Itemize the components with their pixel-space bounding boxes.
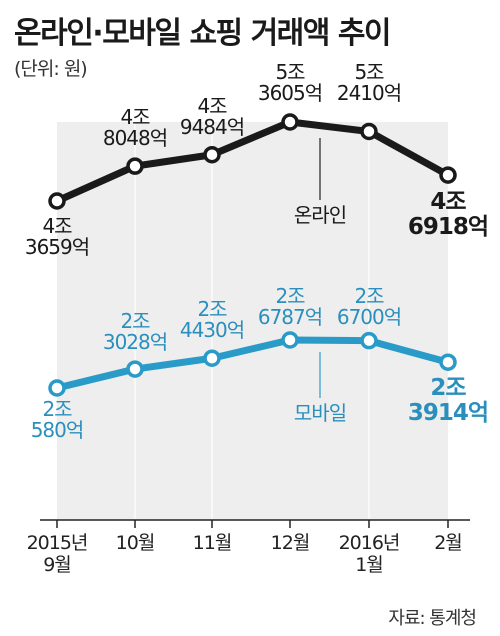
mobile-data-label: 4430억	[180, 318, 244, 342]
x-tick-label: 11월	[193, 532, 232, 554]
mobile-point	[439, 353, 457, 371]
mobile-series-name: 모바일	[294, 401, 346, 425]
online-final-label: 6918억	[408, 214, 488, 240]
chart-title: 온라인·모바일 쇼핑 거래액 추이	[14, 16, 392, 51]
mobile-data-label: 2조	[42, 397, 72, 421]
online-data-label: 3605억	[258, 81, 322, 105]
online-point	[439, 166, 457, 184]
online-point	[281, 113, 299, 131]
mobile-point	[48, 379, 66, 397]
online-data-label: 5조	[354, 60, 384, 84]
mobile-point	[126, 360, 144, 378]
mobile-data-label: 6700억	[337, 305, 401, 329]
online-point	[48, 192, 66, 210]
online-series-name: 온라인	[294, 203, 346, 227]
x-tick-label: 2015년	[27, 532, 88, 554]
mobile-point	[203, 349, 221, 367]
unit-label: (단위: 원)	[14, 58, 88, 80]
online-data-label: 5조	[275, 60, 305, 84]
x-tick-label: 9월	[43, 554, 71, 576]
x-tick-label: 2016년	[339, 532, 400, 554]
x-tick-label: 1월	[355, 554, 383, 576]
mobile-data-label: 2조	[197, 297, 227, 321]
mobile-point	[360, 331, 378, 350]
online-data-label: 4조	[120, 105, 150, 129]
online-point	[360, 122, 378, 141]
online-final-label: 4조	[430, 189, 466, 215]
online-data-label: 4조	[197, 94, 227, 118]
online-data-label: 2410억	[337, 81, 401, 105]
mobile-point	[281, 331, 299, 349]
x-tick-label: 12월	[271, 532, 310, 554]
x-tick-label: 2월	[434, 532, 462, 554]
data-labels: 4조3659억4조8048억4조9484억5조3605억5조2410억4조691…	[25, 60, 489, 442]
mobile-data-label: 6787억	[258, 305, 322, 329]
online-data-label: 4조	[42, 214, 72, 238]
online-data-label: 3659억	[25, 235, 89, 259]
chart-panel	[57, 122, 448, 520]
mobile-line	[53, 336, 452, 392]
series-layer	[48, 113, 457, 397]
mobile-data-label: 2조	[275, 284, 305, 308]
mobile-data-label: 580억	[31, 418, 84, 442]
online-data-label: 8048억	[103, 126, 167, 150]
mobile-final-label: 2조	[430, 375, 466, 401]
source-note: 자료: 통계청	[388, 608, 477, 629]
online-point	[203, 145, 221, 164]
mobile-final-label: 3914억	[408, 400, 488, 426]
x-tick-label: 10월	[116, 532, 155, 554]
online-data-label: 9484억	[180, 115, 244, 139]
gridlines	[134, 122, 370, 520]
mobile-data-label: 3028억	[103, 330, 167, 354]
online-point	[126, 157, 144, 175]
mobile-data-label: 2조	[120, 309, 150, 333]
online-line	[53, 118, 452, 205]
mobile-data-label: 2조	[354, 284, 384, 308]
